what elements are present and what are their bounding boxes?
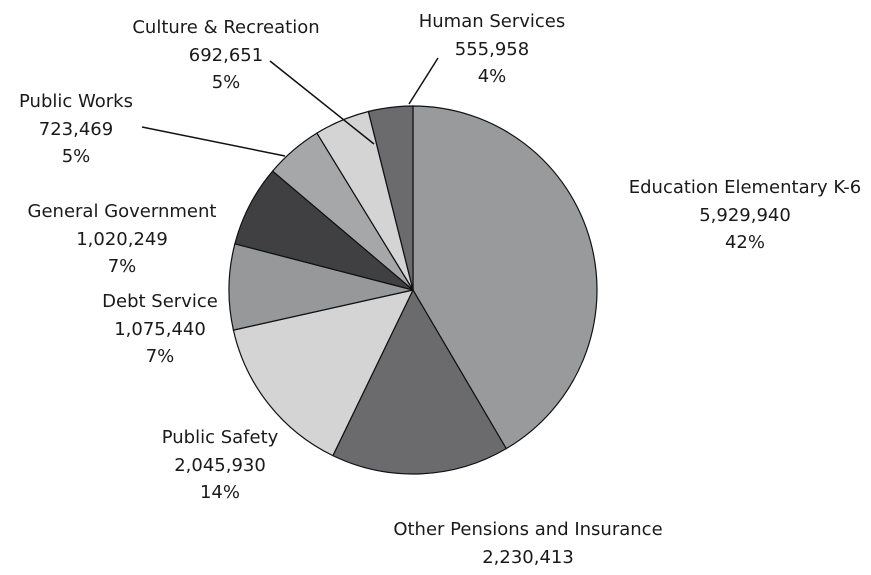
value-label: 1,075,440 xyxy=(114,319,206,340)
pie-slice xyxy=(232,289,415,457)
value-label: 5,929,940 xyxy=(699,205,791,226)
slice-label: Human Services xyxy=(419,11,566,32)
slice-label: Debt Service xyxy=(102,291,218,312)
pie-slice xyxy=(332,288,508,475)
slice-label: General Government xyxy=(28,201,217,222)
percent-label: 5% xyxy=(212,72,241,93)
leader-line xyxy=(269,60,375,145)
value-label: 555,958 xyxy=(455,39,529,60)
percent-label: 7% xyxy=(108,256,137,277)
value-label: 2,045,930 xyxy=(174,455,266,476)
pie-slice xyxy=(367,105,414,291)
percent-label: 14% xyxy=(200,482,240,503)
slice-label: Education Elementary K-6 xyxy=(629,177,862,198)
slice-label: Culture & Recreation xyxy=(132,17,319,38)
percent-label: 7% xyxy=(146,346,175,367)
percent-label: 5% xyxy=(62,146,91,167)
slice-label: Public Works xyxy=(19,91,133,112)
value-label: 692,651 xyxy=(189,45,263,66)
leader-line xyxy=(141,126,286,157)
value-label: 1,020,249 xyxy=(76,229,168,250)
slice-label: Public Safety xyxy=(162,427,279,448)
value-label: 723,469 xyxy=(39,119,113,140)
percent-label: 4% xyxy=(478,66,507,87)
percent-label: 42% xyxy=(725,232,765,253)
leader-line xyxy=(408,57,439,105)
value-label: 2,230,413 xyxy=(482,547,574,568)
pie-slice xyxy=(412,105,598,450)
slice-label: Other Pensions and Insurance xyxy=(393,519,662,540)
